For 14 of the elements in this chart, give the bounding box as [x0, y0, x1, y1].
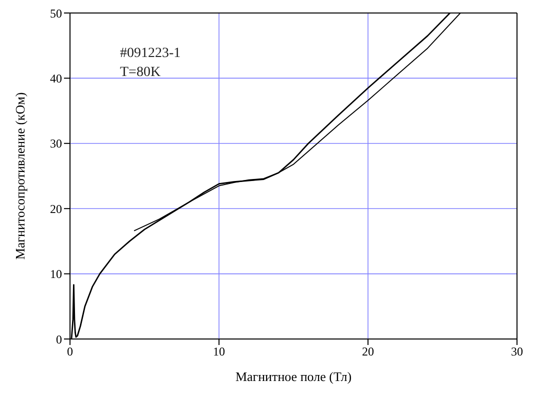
y-axis-title: Магнитосопротивление (кОм): [12, 92, 28, 260]
y-tick-label: 20: [50, 202, 62, 216]
x-tick-label: 10: [213, 344, 225, 359]
y-tick-label: 10: [50, 267, 62, 282]
x-axis-title: Магнитное поле (Тл): [235, 369, 352, 384]
y-tick-label: 50: [50, 6, 62, 20]
y-tick-label: 30: [50, 136, 62, 151]
x-tick-label: 0: [67, 344, 73, 359]
y-tick-label: 40: [50, 71, 62, 86]
annotation: T=80K: [120, 64, 162, 82]
x-tick-label: 20: [362, 344, 374, 359]
y-tick-label: 0: [56, 332, 62, 346]
x-tick-label: 30: [511, 344, 523, 359]
annotation: #091223-1: [120, 45, 181, 63]
